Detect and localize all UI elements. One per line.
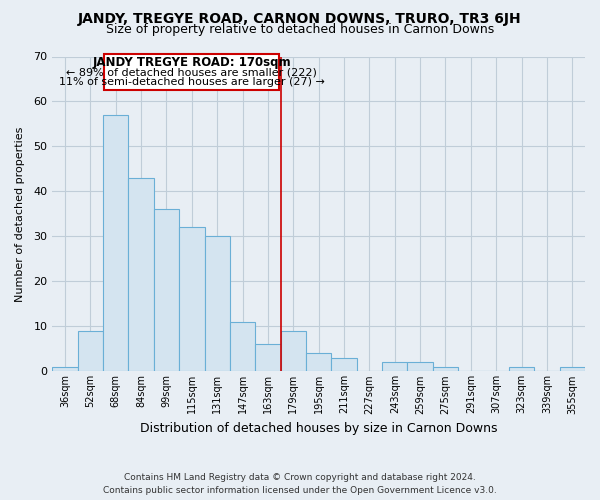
Bar (331, 358, 357, 372)
Bar (281, 331, 306, 372)
Bar (179, 228, 205, 372)
Bar (382, 362, 407, 372)
Bar (128, 178, 154, 372)
Bar (77, 331, 103, 372)
Bar (255, 344, 281, 372)
Text: ← 89% of detached houses are smaller (222): ← 89% of detached houses are smaller (22… (67, 67, 317, 77)
Bar (306, 354, 331, 372)
Bar (104, 54, 280, 90)
X-axis label: Distribution of detached houses by size in Carnon Downs: Distribution of detached houses by size … (140, 422, 497, 435)
Bar (433, 367, 458, 372)
Bar (509, 367, 534, 372)
Text: 11% of semi-detached houses are larger (27) →: 11% of semi-detached houses are larger (… (59, 78, 325, 88)
Bar (205, 236, 230, 372)
Y-axis label: Number of detached properties: Number of detached properties (15, 126, 25, 302)
Bar (154, 210, 179, 372)
Bar (52, 367, 77, 372)
Bar (560, 367, 585, 372)
Text: JANDY, TREGYE ROAD, CARNON DOWNS, TRURO, TR3 6JH: JANDY, TREGYE ROAD, CARNON DOWNS, TRURO,… (78, 12, 522, 26)
Text: Size of property relative to detached houses in Carnon Downs: Size of property relative to detached ho… (106, 22, 494, 36)
Text: Contains HM Land Registry data © Crown copyright and database right 2024.
Contai: Contains HM Land Registry data © Crown c… (103, 473, 497, 495)
Bar (230, 322, 255, 372)
Bar (103, 115, 128, 372)
Text: JANDY TREGYE ROAD: 170sqm: JANDY TREGYE ROAD: 170sqm (92, 56, 291, 68)
Bar (407, 362, 433, 372)
